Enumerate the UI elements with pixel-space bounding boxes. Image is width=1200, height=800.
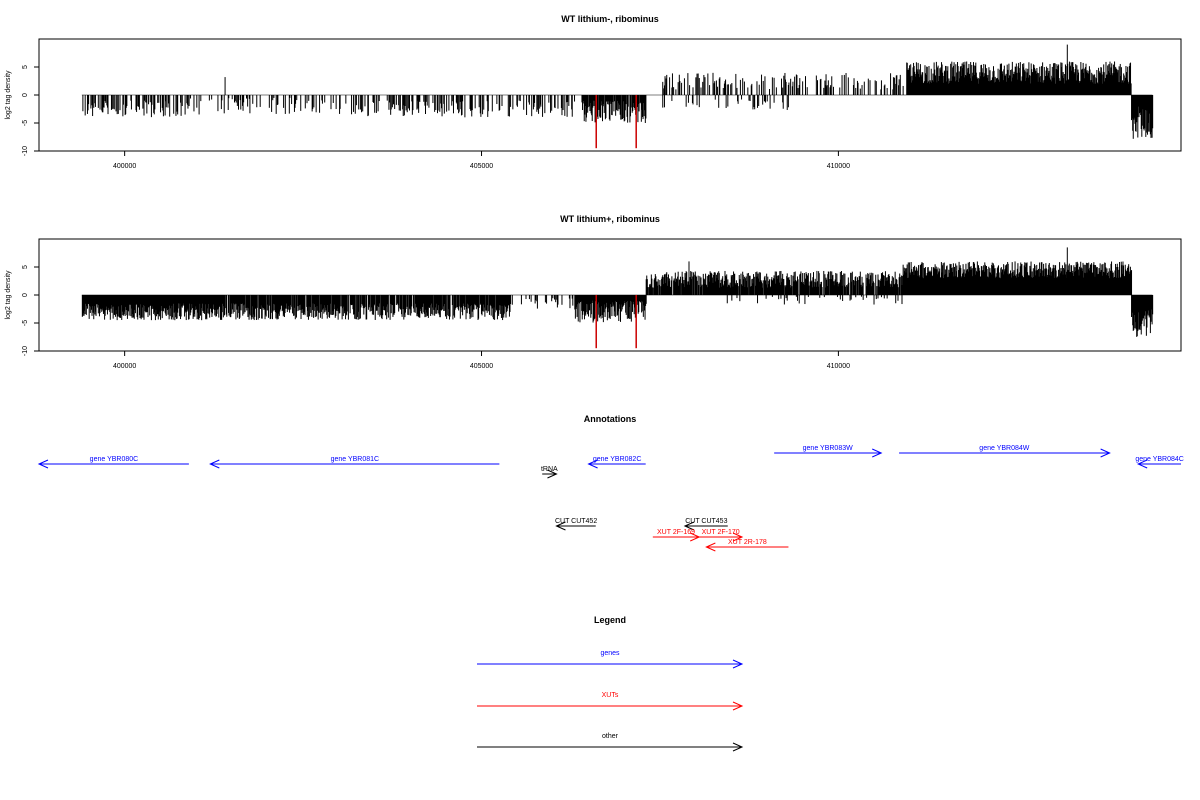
y-axis-label: log2 tag density <box>5 270 12 320</box>
y-tick-label: 5 <box>22 65 29 69</box>
x-tick-label: 405000 <box>470 163 493 170</box>
x-tick-label: 405000 <box>470 363 493 370</box>
arrow-icon <box>555 521 566 531</box>
legend-title: Legend <box>594 615 626 625</box>
feature-xut-2r-178: XUT 2R-178 <box>705 539 789 552</box>
feature-label: gene YBR080C <box>90 456 139 463</box>
y-tick-label: 0 <box>22 93 29 97</box>
feature-gene-ybr083w: gene YBR083W <box>774 445 883 458</box>
annotations-panel: Annotations gene YBR080C gene YBR081C tRNA g… <box>37 414 1184 552</box>
arrow-icon <box>705 542 716 552</box>
chart-title: WT lithium+, ribominus <box>560 214 660 224</box>
x-tick-label: 400000 <box>113 363 136 370</box>
legend-item-other: other <box>477 733 744 752</box>
arrow-icon <box>37 459 49 469</box>
legend-label: genes <box>600 650 620 657</box>
arrow-icon <box>683 521 695 531</box>
legend-label: XUTs <box>602 692 619 699</box>
feature-gene-ybr082c: gene YBR082C <box>587 456 646 469</box>
feature-label: gene YBR081C <box>331 456 380 463</box>
feature-label: XUT 2R-178 <box>728 539 767 546</box>
feature-label: CUT CUT452 <box>555 518 597 525</box>
y-tick-label: 5 <box>22 265 29 269</box>
legend: Legend genes XUTs other <box>477 615 744 752</box>
chart-panel-1: WT lithium-, ribominus 400000 405000 410000… <box>5 14 1182 170</box>
feature-trna: tRNA <box>541 466 558 479</box>
feature-label: gene YBR083W <box>803 445 853 452</box>
x-tick-label: 410000 <box>827 363 850 370</box>
feature-xut-2f-169: XUT 2F-169 <box>652 529 701 542</box>
y-tick-label: -10 <box>22 346 29 356</box>
arrow-icon <box>732 701 744 711</box>
arrow-icon <box>732 532 744 542</box>
y-tick-label: -5 <box>22 320 29 326</box>
chart-title: WT lithium-, ribominus <box>561 14 659 24</box>
x-tick-label: 400000 <box>113 163 136 170</box>
legend-item-xuts: XUTs <box>477 692 744 711</box>
feature-label: CUT CUT453 <box>685 518 727 525</box>
chart-panel-2: WT lithium+, ribominus 400000 405000 410000… <box>5 214 1182 370</box>
y-tick-label: -5 <box>22 120 29 126</box>
feature-label: XUT 2F-169 <box>657 529 695 536</box>
feature-label: gene YBR084C <box>1135 456 1184 463</box>
legend-item-genes: genes <box>477 650 744 669</box>
arrow-icon <box>732 742 744 752</box>
data-bars <box>81 247 1154 349</box>
y-tick-label: -10 <box>22 146 29 156</box>
arrow-icon <box>1100 448 1111 458</box>
feature-gene-ybr084c: gene YBR084C <box>1135 456 1184 469</box>
feature-label: tRNA <box>541 466 558 473</box>
feature-gene-ybr081c: gene YBR081C <box>209 456 500 469</box>
feature-gene-ybr084w: gene YBR084W <box>899 445 1111 458</box>
legend-label: other <box>602 733 619 740</box>
feature-label: XUT 2F-170 <box>702 529 740 536</box>
feature-gene-ybr080c: gene YBR080C <box>37 456 189 469</box>
y-axis-label: log2 tag density <box>5 70 12 120</box>
arrow-icon <box>587 459 598 469</box>
y-tick-label: 0 <box>22 293 29 297</box>
feature-cut-cut452: CUT CUT452 <box>555 518 597 531</box>
feature-cut-cut453: CUT CUT453 <box>683 518 728 531</box>
arrow-icon <box>209 459 220 469</box>
arrow-icon <box>547 469 558 479</box>
arrow-icon <box>1136 459 1148 469</box>
arrow-icon <box>732 659 744 669</box>
feature-label: gene YBR082C <box>593 456 642 463</box>
annotations-title: Annotations <box>584 414 637 424</box>
arrow-icon <box>872 448 883 458</box>
feature-label: gene YBR084W <box>979 445 1029 452</box>
feature-xut-2f-170: XUT 2F-170 <box>699 529 744 542</box>
x-tick-label: 410000 <box>827 163 850 170</box>
data-bars <box>82 44 1154 149</box>
